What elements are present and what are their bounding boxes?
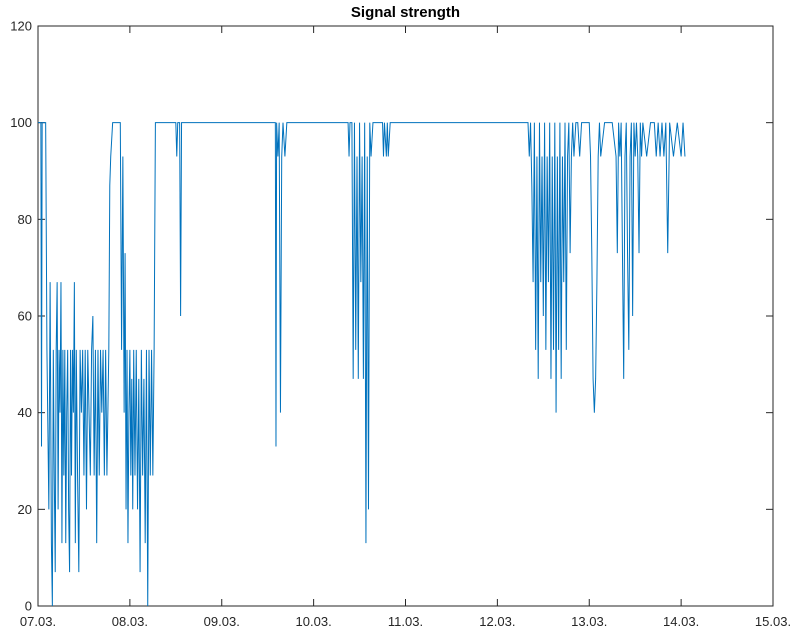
x-tick-label: 12.03.: [479, 614, 515, 629]
y-tick-label: 100: [10, 115, 32, 130]
plot-area: 0 20 40 60 80 100 120 07.03. 08.03. 09.03. 10.03. 1…: [10, 19, 791, 630]
y-tick-label: 60: [18, 309, 32, 324]
x-tick-label: 07.03.: [20, 614, 56, 629]
y-tick-label: 20: [18, 502, 32, 517]
x-tick-label: 11.03.: [388, 614, 423, 629]
chart-title: Signal strength: [351, 4, 460, 21]
x-tick-label: 10.03.: [296, 614, 332, 629]
x-tick-label: 08.03.: [112, 614, 148, 629]
y-tick-label: 0: [25, 599, 32, 614]
series-line-0: [38, 122, 686, 607]
y-tick-label: 120: [10, 19, 32, 34]
x-tick-label: 15.03.: [755, 614, 791, 629]
x-tick-label: 13.03.: [571, 614, 607, 629]
y-tick-label: 80: [18, 212, 32, 227]
x-tick-label: 09.03.: [204, 614, 240, 629]
y-tick-label: 40: [18, 405, 32, 420]
x-tick-label: 14.03.: [663, 614, 699, 629]
